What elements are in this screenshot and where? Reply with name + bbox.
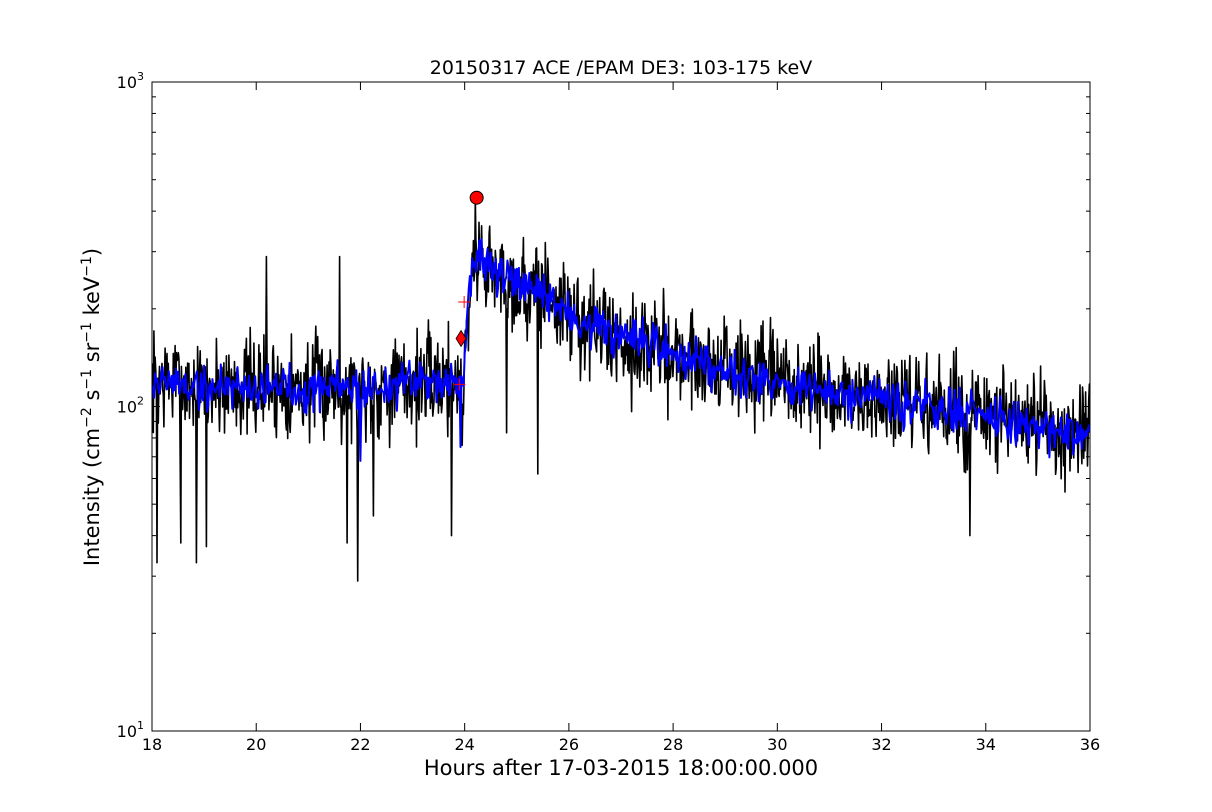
x-tick-label: 20: [246, 735, 266, 754]
x-tick-label: 32: [871, 735, 891, 754]
x-tick-label: 26: [559, 735, 579, 754]
x-tick-label: 24: [454, 735, 474, 754]
x-tick-label: 22: [350, 735, 370, 754]
marker-plus: [458, 295, 471, 308]
y-tick-label: 103: [117, 70, 144, 92]
series-line-blue: [152, 238, 1090, 462]
x-tick-label: 30: [767, 735, 787, 754]
plot-frame: [151, 81, 1091, 732]
x-tick-label: 18: [142, 735, 162, 754]
onset-marker-diamond: [455, 329, 467, 348]
x-tick-label: 34: [976, 735, 996, 754]
y-tick-label: 101: [117, 719, 144, 741]
axis-ticks: 18 20 22 24 26 28 30 32 34 36 101 102 103: [117, 70, 1101, 754]
x-tick-label: 28: [663, 735, 683, 754]
chart-title: 20150317 ACE /EPAM DE3: 103-175 keV: [430, 57, 812, 79]
y-tick-label: 102: [117, 395, 144, 417]
x-axis-title: Hours after 17-03-2015 18:00:00.000: [424, 756, 818, 780]
peak-marker-circle: [469, 190, 484, 205]
x-tick-label: 36: [1080, 735, 1100, 754]
y-axis-title: Intensity (cm−2 s−1 sr−1 keV−1): [79, 248, 104, 566]
marker-plus: [453, 378, 466, 391]
